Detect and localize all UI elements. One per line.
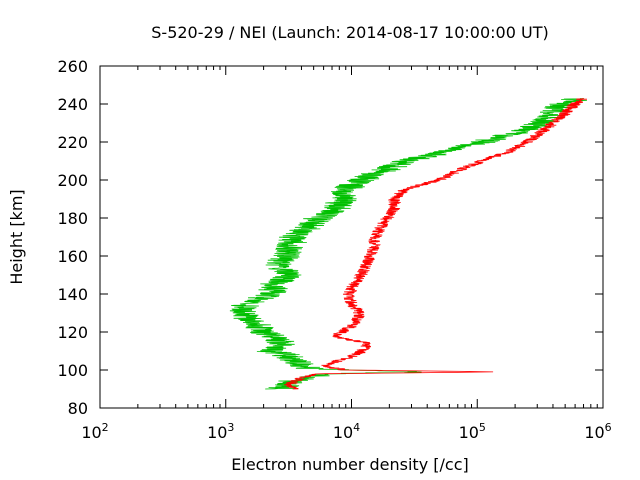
y-tick-label-100: 100	[57, 361, 88, 380]
x-axis-label: Electron number density [/cc]	[231, 455, 468, 474]
y-tick-label-160: 160	[57, 247, 88, 266]
series-2-line	[283, 98, 588, 390]
x-tick-label-5: 105	[459, 421, 486, 442]
y-tick-label-220: 220	[57, 133, 88, 152]
series-1-line	[229, 98, 587, 390]
x-tick-label-4: 104	[333, 421, 360, 442]
plot-area: 80 100 120 140 160 180 200 220 240 260 102 103 104 10…	[57, 57, 611, 442]
x-tick-label-6: 106	[584, 421, 611, 442]
y-tick-label-200: 200	[57, 171, 88, 190]
y-tick-label-240: 240	[57, 95, 88, 114]
y-tick-label-140: 140	[57, 285, 88, 304]
x-tick-label-2: 102	[81, 421, 108, 442]
y-axis-label: Height [km]	[7, 189, 26, 284]
y-tick-label-180: 180	[57, 209, 88, 228]
y-tick-label-260: 260	[57, 57, 88, 76]
y-tick-label-120: 120	[57, 323, 88, 342]
x-tick-label-3: 103	[207, 421, 234, 442]
y-tick-label-80: 80	[68, 399, 88, 418]
chart-title: S-520-29 / NEI (Launch: 2014-08-17 10:00…	[151, 23, 548, 42]
